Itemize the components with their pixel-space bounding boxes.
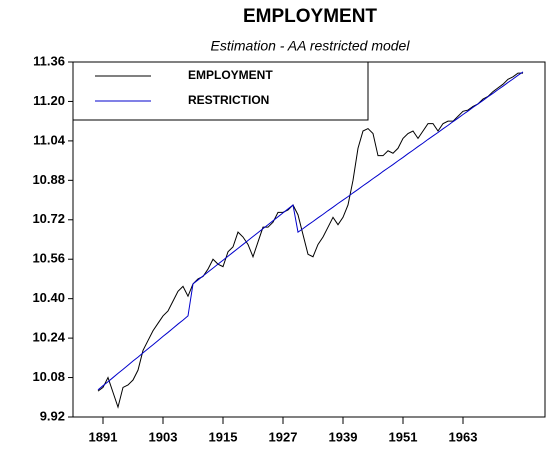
y-tick-label: 9.92 bbox=[40, 408, 65, 423]
x-tick-label: 1903 bbox=[149, 429, 178, 444]
x-tick-label: 1963 bbox=[449, 429, 478, 444]
x-tick-label: 1891 bbox=[89, 429, 118, 444]
legend-label: RESTRICTION bbox=[188, 93, 269, 107]
y-tick-label: 11.04 bbox=[33, 132, 66, 147]
y-tick-label: 10.56 bbox=[32, 251, 65, 266]
series-line bbox=[97, 71, 524, 391]
x-tick-label: 1939 bbox=[329, 429, 358, 444]
chart-title: EMPLOYMENT bbox=[243, 6, 377, 27]
y-tick-label: 10.24 bbox=[32, 330, 65, 345]
chart-subtitle: Estimation - AA restricted model bbox=[211, 38, 411, 54]
x-tick-label: 1951 bbox=[389, 429, 418, 444]
series-line bbox=[97, 72, 523, 409]
x-tick-label: 1915 bbox=[209, 429, 238, 444]
y-tick-label: 10.40 bbox=[32, 290, 65, 305]
y-tick-label: 11.36 bbox=[33, 53, 65, 68]
legend-box bbox=[72, 61, 369, 121]
y-tick-label: 10.08 bbox=[32, 369, 65, 384]
legend-label: EMPLOYMENT bbox=[188, 68, 273, 82]
x-tick-label: 1927 bbox=[269, 429, 298, 444]
y-tick-label: 10.72 bbox=[32, 211, 65, 226]
y-tick-label: 10.88 bbox=[32, 172, 65, 187]
y-tick-label: 11.20 bbox=[33, 93, 65, 108]
